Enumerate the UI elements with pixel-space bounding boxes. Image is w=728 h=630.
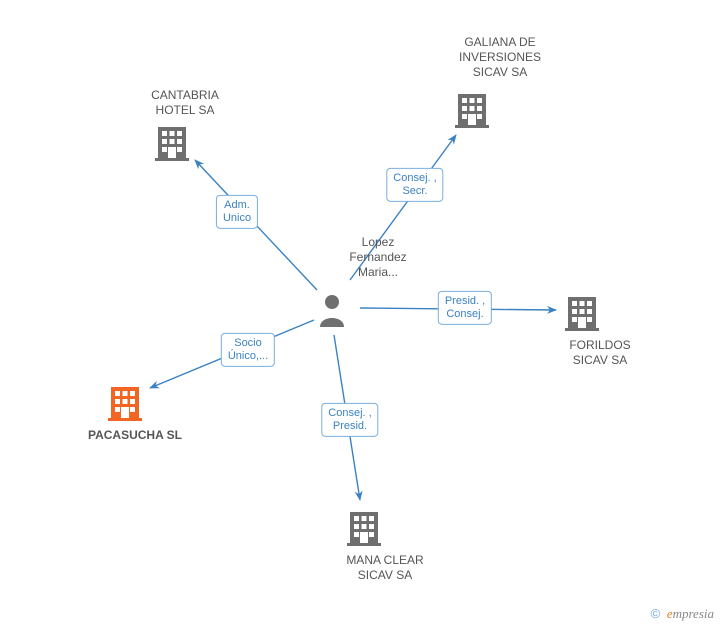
network-diagram: Lopez Fernandez Maria... CANTABRIA HOTEL… — [0, 0, 728, 630]
company-label-manaclear: MANA CLEAR SICAV SA — [325, 553, 445, 583]
edge-label-forildos: Presid. , Consej. — [438, 291, 492, 325]
company-node-manaclear[interactable] — [347, 510, 381, 551]
person-label: Lopez Fernandez Maria... — [333, 235, 423, 280]
brand-rest: mpresia — [673, 606, 714, 621]
edge-label-galiana: Consej. , Secr. — [386, 168, 443, 202]
edge-label-cantabria: Adm. Unico — [216, 195, 258, 229]
company-node-pacasucha[interactable] — [108, 385, 142, 426]
person-node[interactable] — [317, 293, 347, 332]
company-node-forildos[interactable] — [565, 295, 599, 336]
company-label-galiana: GALIANA DE INVERSIONES SICAV SA — [440, 35, 560, 80]
edge-label-manaclear: Consej. , Presid. — [321, 403, 378, 437]
company-label-forildos: FORILDOS SICAV SA — [545, 338, 655, 368]
company-node-cantabria[interactable] — [155, 125, 189, 166]
edge-label-pacasucha: Socio Único,... — [221, 333, 275, 367]
watermark: © empresia — [651, 606, 714, 622]
company-node-galiana[interactable] — [455, 92, 489, 133]
company-label-cantabria: CANTABRIA HOTEL SA — [130, 88, 240, 118]
copyright-symbol: © — [651, 606, 661, 621]
company-label-pacasucha: PACASUCHA SL — [70, 428, 200, 443]
